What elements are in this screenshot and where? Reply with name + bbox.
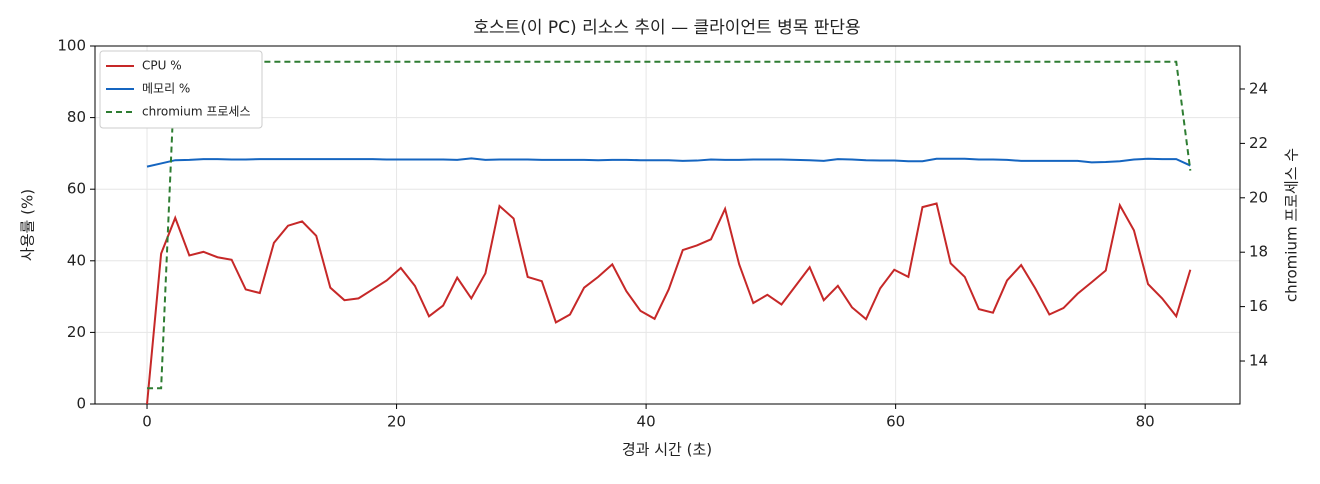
series-line — [146, 202, 1192, 405]
y-tick-label: 20 — [67, 323, 86, 341]
y2-tick-label: 22 — [1249, 134, 1268, 152]
y2-tick-label: 20 — [1249, 188, 1268, 206]
series-line — [146, 157, 1191, 168]
x-tick-label: 0 — [142, 413, 152, 431]
y-tick-label: 100 — [57, 37, 86, 55]
y2-axis-label: chromium 프로세스 수 — [1283, 148, 1301, 302]
legend: CPU % 메모리 % chromium 프로세스 — [99, 50, 263, 129]
x-tick-label: 40 — [637, 413, 656, 431]
x-tick-label: 20 — [387, 413, 406, 431]
y2-tick-label: 14 — [1249, 352, 1268, 370]
y-tick-label: 40 — [67, 251, 86, 269]
legend-label: CPU % — [142, 59, 182, 73]
y2-tick-label: 18 — [1249, 243, 1268, 261]
legend-box — [99, 50, 263, 129]
x-axis-label: 경과 시간 (초) — [622, 441, 712, 459]
legend-label: 메모리 % — [142, 82, 190, 96]
y2-tick-label: 16 — [1249, 297, 1268, 315]
y2-tick-label: 24 — [1249, 79, 1268, 97]
x-tick-label: 80 — [1136, 413, 1155, 431]
y-tick-label: 60 — [67, 180, 86, 198]
plot-frame — [94, 45, 1241, 405]
y-tick-label: 80 — [67, 108, 86, 126]
legend-label: chromium 프로세스 — [142, 105, 251, 119]
x-tick-label: 60 — [886, 413, 905, 431]
series-line — [147, 60, 1192, 390]
chart-title: 호스트(이 PC) 리소스 추이 — 클라이언트 병목 판단용 — [473, 18, 860, 38]
y-axis-label: 사용률 (%) — [19, 189, 37, 261]
y-tick-label: 0 — [76, 395, 86, 413]
